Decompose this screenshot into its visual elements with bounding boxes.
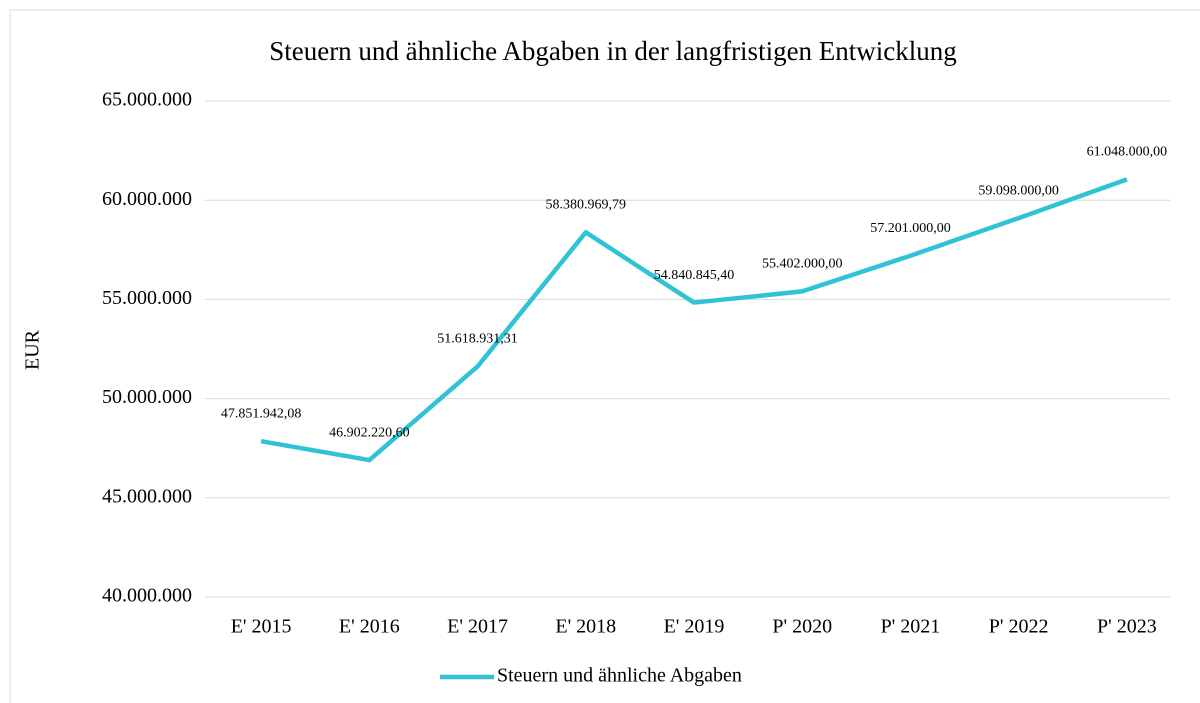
x-tick-label: E' 2017 — [447, 616, 508, 638]
data-label: 55.402.000,00 — [762, 257, 843, 272]
x-tick-label: E' 2018 — [555, 616, 616, 638]
y-tick-label: 65.000.000 — [102, 89, 192, 111]
x-tick-label: P' 2022 — [989, 616, 1049, 638]
data-label: 47.851.942,08 — [221, 406, 302, 421]
y-tick-label: 60.000.000 — [102, 188, 192, 210]
data-label: 51.618.931,31 — [437, 332, 518, 347]
chart-title: Steuern und ähnliche Abgaben in der lang… — [269, 36, 957, 66]
x-tick-label: E' 2015 — [231, 616, 292, 638]
data-label: 57.201.000,00 — [870, 221, 951, 236]
data-line — [260, 177, 1128, 463]
x-tick-label: E' 2019 — [664, 616, 725, 638]
y-tick-label: 50.000.000 — [102, 386, 192, 408]
data-label: 61.048.000,00 — [1087, 145, 1168, 160]
data-label: 46.902.220,60 — [329, 425, 410, 440]
chart-frame — [9, 9, 1200, 703]
legend-label: Steuern und ähnliche Abgaben — [497, 665, 742, 687]
y-tick-label: 55.000.000 — [102, 287, 192, 309]
data-label: 59.098.000,00 — [978, 183, 1059, 198]
x-tick-label: E' 2016 — [339, 616, 400, 638]
x-tick-label: P' 2023 — [1097, 616, 1157, 638]
y-tick-label: 45.000.000 — [102, 485, 192, 507]
x-tick-label: P' 2021 — [881, 616, 941, 638]
data-label: 58.380.969,79 — [546, 198, 627, 213]
data-label: 54.840.845,40 — [654, 268, 735, 283]
x-tick-label: P' 2020 — [772, 616, 832, 638]
y-tick-label: 40.000.000 — [102, 585, 192, 607]
y-axis-label: EUR — [22, 329, 44, 370]
